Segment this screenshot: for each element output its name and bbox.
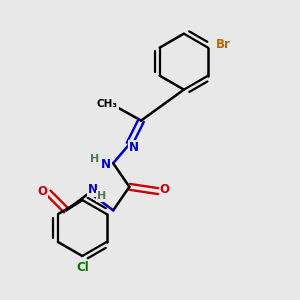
Text: N: N [129, 141, 139, 154]
Text: O: O [37, 185, 47, 198]
Text: Cl: Cl [76, 261, 89, 274]
Text: N: N [88, 183, 98, 196]
Text: N: N [101, 158, 111, 171]
Text: Br: Br [216, 38, 231, 51]
Text: H: H [90, 154, 99, 164]
Text: H: H [98, 190, 106, 201]
Text: CH₃: CH₃ [97, 99, 118, 110]
Text: O: O [160, 183, 170, 196]
